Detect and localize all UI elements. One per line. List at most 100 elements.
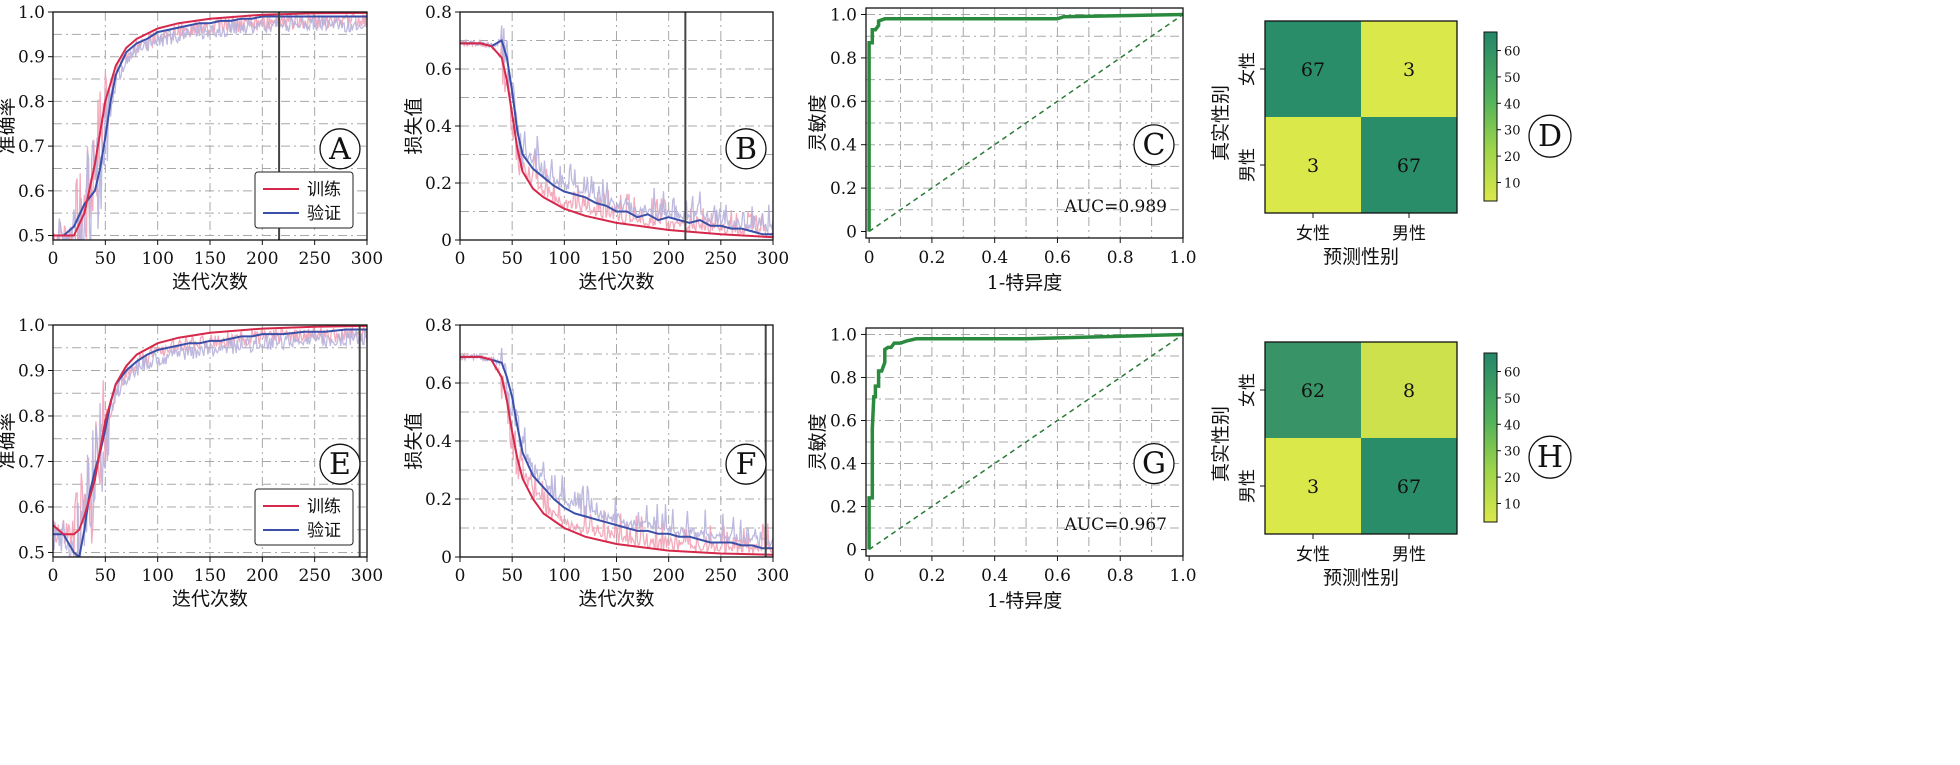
acc-1-legend-val-label: 验证 [307,521,341,541]
text-layer: 0 50 100 150 200 250 3000.50.60.70.80.91.0迭代次数… [0,3,1563,612]
cm-1-colorbar-tick-label: 20 [1504,471,1521,486]
roc-1-xtick-label: 0.8 [1107,566,1134,586]
cm-0-cell [1361,21,1457,117]
acc-1-letter: E [329,447,351,482]
cm-1-letter: H [1537,440,1563,475]
acc-0-val-line [53,15,367,237]
roc-1-xtick-label: 0.4 [981,566,1008,586]
acc-0-val-noisy-line [57,14,367,240]
acc-1-ytick-label: 0.6 [18,498,45,518]
loss-1-xlabel: 迭代次数 [578,588,654,610]
loss-0-ytick-label: 0.8 [425,3,452,23]
acc-0-ytick-label: 0.9 [18,48,45,68]
loss-1-xtick-label: 100 [548,566,580,586]
acc-0-xtick-label: 100 [141,249,173,269]
roc-1-ylabel: 灵敏度 [807,413,829,470]
cm-0-cell [1265,21,1361,117]
acc-1-xtick-label: 0 [48,566,59,586]
acc-1-xtick-label: 300 [351,566,383,586]
loss-0-ytick-label: 0 [441,231,452,251]
roc-0-ylabel: 灵敏度 [807,94,829,151]
acc-0-letter: A [328,132,351,167]
frame-layer [48,7,1572,562]
loss-0-xtick-label: 250 [705,249,737,269]
loss-1-ytick-label: 0.4 [425,432,452,452]
roc-1-ytick-label: 0.4 [830,455,857,475]
roc-0-xtick-label: 1.0 [1169,248,1196,268]
roc-0-ytick-label: 0.4 [830,136,857,156]
acc-1-ytick-label: 1.0 [18,316,45,336]
cm-1-colorbar-tick-label: 10 [1504,498,1521,513]
cm-0-colorbar-tick-label: 10 [1504,177,1521,192]
acc-1-xlabel: 迭代次数 [172,588,248,610]
loss-1-ytick-label: 0 [441,548,452,568]
roc-1-ytick-label: 0.2 [830,498,857,518]
acc-0-xtick-label: 50 [95,249,117,269]
roc-0-ytick-label: 0 [846,222,857,242]
acc-0-ytick-label: 1.0 [18,3,45,23]
acc-0-legend-val-label: 验证 [307,204,341,224]
loss-0-ytick-label: 0.2 [425,174,452,194]
roc-0-roc-line [867,12,1184,232]
loss-1-ytick-label: 0.2 [425,490,452,510]
loss-1-xtick-label: 250 [705,566,737,586]
acc-0-letter-circle [319,128,361,170]
roc-1-frame [865,327,1184,557]
cm-1-cell [1361,438,1457,534]
cm-0-xtick-label: 男性 [1392,224,1426,244]
acc-1-ytick-label: 0.8 [18,407,45,427]
acc-0-xtick-label: 200 [246,249,278,269]
roc-1-xtick-label: 0.2 [918,566,945,586]
roc-0-diagonal-line [868,13,1184,233]
loss-0-xtick-label: 200 [652,249,684,269]
cm-0-colorbar-tick-label: 30 [1504,124,1521,139]
roc-1-xtick-label: 0.6 [1044,566,1071,586]
cm-1-colorbar-tick-label: 30 [1504,445,1521,460]
loss-1-letter-circle [725,443,767,485]
loss-1-train-line [460,355,773,556]
acc-0-xlabel: 迭代次数 [172,271,248,293]
acc-1-train-line [53,325,367,536]
roc-0-xtick-label: 0.4 [981,248,1008,268]
acc-1-letter-circle [319,443,361,485]
loss-0-ytick-label: 0.6 [425,60,452,80]
roc-1-auc-label: AUC=0.967 [1063,515,1167,535]
roc-0-letter: C [1143,128,1166,163]
loss-1-val-line [460,355,773,550]
acc-0-xtick-label: 300 [351,249,383,269]
cm-0-colorbar-tick-label: 50 [1504,71,1521,86]
cm-1-cell [1265,438,1361,534]
cm-1-frame [1264,341,1458,535]
loss-1-xtick-label: 0 [455,566,466,586]
cm-0-colorbar [1483,31,1498,202]
roc-1-ytick-label: 0 [846,541,857,561]
cm-0-xlabel: 预测性别 [1323,246,1399,268]
loss-0-ylabel: 损失值 [403,97,425,154]
acc-0-ytick-label: 0.5 [18,227,45,247]
roc-0-xtick-label: 0.2 [918,248,945,268]
roc-0-xtick-label: 0.8 [1107,248,1134,268]
acc-0-ytick-label: 0.7 [18,137,45,157]
loss-0-letter: B [735,132,757,167]
cm-0-cell-value: 67 [1397,155,1421,177]
roc-1-roc-line [867,332,1184,550]
roc-0-auc-label: AUC=0.989 [1063,197,1167,217]
loss-0-train-line [460,42,773,239]
cm-1-ylabel: 真实性别 [1210,406,1232,482]
loss-1-plot [460,325,773,557]
cm-1-xtick-label: 女性 [1296,545,1330,565]
cm-0-xtick-label: 女性 [1296,224,1330,244]
acc-0-train-line [53,12,367,237]
cm-1-cell-value: 3 [1307,476,1319,498]
cm-1-colorbar [1483,352,1498,523]
cm-1-cell-value: 8 [1403,380,1415,402]
acc-0-xtick-label: 250 [298,249,330,269]
roc-0-ytick-label: 0.2 [830,179,857,199]
cm-0-colorbar-tick-label: 20 [1504,150,1521,165]
acc-1-ytick-label: 0.7 [18,452,45,472]
acc-1-xtick-label: 200 [246,566,278,586]
roc-1-xtick-label: 0 [864,566,875,586]
loss-0-letter-circle [725,128,767,170]
acc-1-legend-train-label: 训练 [307,497,341,517]
acc-0-legend-train-label: 训练 [307,180,341,200]
